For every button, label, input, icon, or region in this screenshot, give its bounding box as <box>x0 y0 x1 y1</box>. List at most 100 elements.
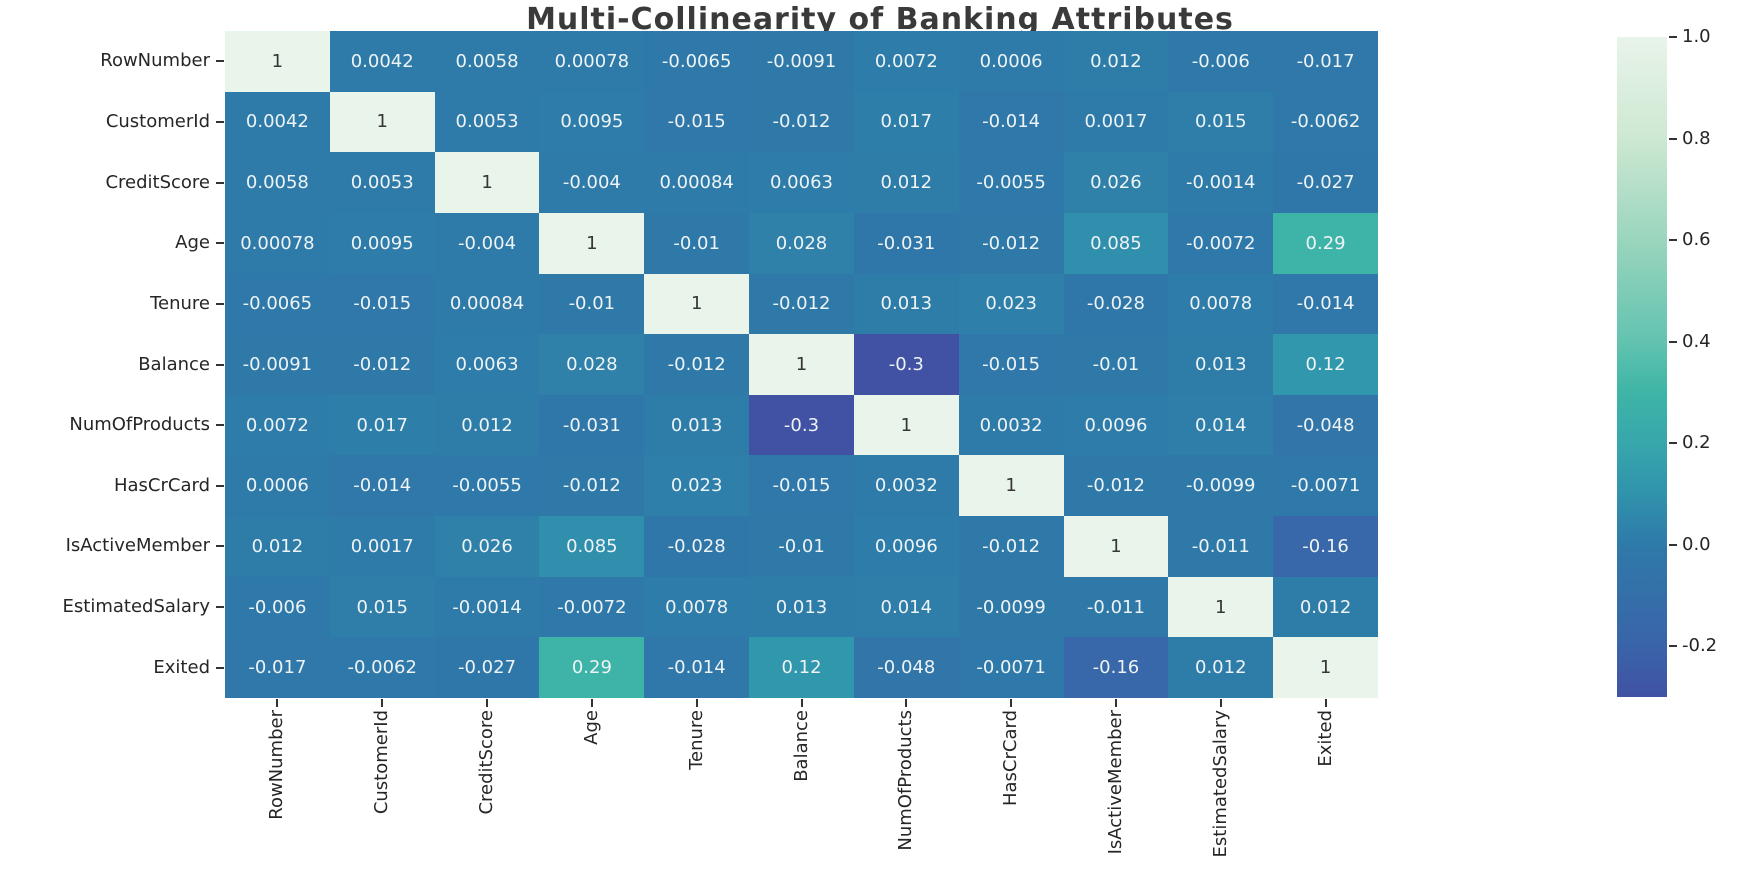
x-axis-tick <box>1010 699 1013 707</box>
heatmap-cell: -0.012 <box>749 273 854 335</box>
heatmap-cell: 0.0006 <box>958 31 1064 92</box>
x-axis-label: Exited <box>1314 710 1336 767</box>
heatmap-cell: 1 <box>853 394 959 456</box>
y-axis-tick <box>216 60 224 63</box>
heatmap-cell: -0.031 <box>539 394 645 456</box>
y-axis-tick <box>216 363 224 366</box>
heatmap-cell: 0.0058 <box>434 31 540 92</box>
heatmap-cell: 0.014 <box>1168 394 1274 456</box>
y-axis-label: EstimatedSalary <box>62 596 210 618</box>
heatmap-cell: -0.012 <box>958 516 1064 577</box>
heatmap-cell: 0.0058 <box>225 152 330 213</box>
heatmap-cell: -0.048 <box>853 637 959 698</box>
heatmap-cell: -0.006 <box>1168 31 1274 92</box>
heatmap-cell: -0.01 <box>749 516 854 577</box>
heatmap-cell: -0.0065 <box>225 273 330 335</box>
heatmap-cell: -0.0065 <box>644 31 750 92</box>
heatmap-cell: 0.00078 <box>539 31 645 92</box>
heatmap-cell: 0.0078 <box>644 576 750 638</box>
y-axis-tick <box>216 666 224 669</box>
x-axis-label: Tenure <box>685 710 707 770</box>
heatmap-cell: -0.0099 <box>1168 455 1274 517</box>
heatmap-cell: 1 <box>434 152 540 213</box>
heatmap-cell: 0.013 <box>749 576 854 638</box>
y-axis-tick <box>216 242 224 245</box>
colorbar-tick-label: 1.0 <box>1682 26 1711 47</box>
x-axis-tick <box>1324 699 1327 707</box>
colorbar-tick <box>1669 340 1677 343</box>
heatmap-cell: -0.015 <box>749 455 854 517</box>
y-axis-tick <box>216 545 224 548</box>
heatmap-cell: 0.29 <box>539 637 645 698</box>
heatmap-cell: -0.01 <box>644 212 750 274</box>
heatmap-cell: -0.0014 <box>434 576 540 638</box>
heatmap-cell: 0.026 <box>434 516 540 577</box>
heatmap-cell: -0.012 <box>749 91 854 153</box>
heatmap-cell: -0.3 <box>853 334 959 395</box>
heatmap-cell: -0.048 <box>1273 394 1378 456</box>
heatmap-cell: -0.012 <box>958 212 1064 274</box>
heatmap-cell: 0.0053 <box>329 152 435 213</box>
heatmap-cell: 0.017 <box>853 91 959 153</box>
x-axis-tick <box>486 699 489 707</box>
heatmap-cell: -0.014 <box>958 91 1064 153</box>
heatmap-cell: -0.16 <box>1063 637 1169 698</box>
heatmap-cell: 0.085 <box>1063 212 1169 274</box>
heatmap-cell: 0.0096 <box>853 516 959 577</box>
heatmap-cell: -0.027 <box>1273 152 1378 213</box>
heatmap-cell: -0.012 <box>1063 455 1169 517</box>
colorbar-tick-label: 0.4 <box>1682 330 1711 352</box>
heatmap-cell: -0.0091 <box>225 334 330 395</box>
heatmap-cell: -0.017 <box>225 637 330 698</box>
x-axis-label: HasCrCard <box>1000 710 1022 807</box>
heatmap-cell: -0.16 <box>1273 516 1378 577</box>
heatmap-cell: 0.0072 <box>853 31 959 92</box>
x-axis-tick <box>590 699 593 707</box>
heatmap-cell: -0.015 <box>644 91 750 153</box>
heatmap-cell: -0.011 <box>1168 516 1274 577</box>
y-axis-label: CustomerId <box>105 110 210 132</box>
heatmap-cell: 0.012 <box>853 152 959 213</box>
heatmap-cell: -0.0014 <box>1168 152 1274 213</box>
heatmap-cell: 0.00084 <box>434 273 540 335</box>
y-axis-label: NumOfProducts <box>69 414 210 436</box>
x-axis-label: EstimatedSalary <box>1209 710 1231 858</box>
heatmap-cell: 0.0017 <box>329 516 435 577</box>
heatmap-cell: 1 <box>749 334 854 395</box>
x-axis-tick <box>1114 699 1117 707</box>
heatmap-cell: -0.0072 <box>539 576 645 638</box>
heatmap-cell: 0.0095 <box>329 212 435 274</box>
heatmap-cell: 0.085 <box>539 516 645 577</box>
heatmap-cell: 0.0042 <box>225 91 330 153</box>
heatmap-cell: 0.0053 <box>434 91 540 153</box>
heatmap-cell: -0.0062 <box>1273 91 1378 153</box>
x-axis-label: CreditScore <box>476 710 498 815</box>
x-axis-label: IsActiveMember <box>1104 710 1126 855</box>
heatmap-cell: -0.0099 <box>958 576 1064 638</box>
y-axis-label: HasCrCard <box>113 474 210 496</box>
x-axis-label: NumOfProducts <box>895 710 917 851</box>
heatmap-cell: 0.017 <box>329 394 435 456</box>
heatmap-cell: -0.011 <box>1063 576 1169 638</box>
heatmap-cell: 0.0063 <box>434 334 540 395</box>
heatmap-cell: 1 <box>644 273 750 335</box>
heatmap-cell: -0.004 <box>539 152 645 213</box>
colorbar-tick-label: 0.8 <box>1682 127 1711 149</box>
heatmap-cell: 1 <box>1273 637 1378 698</box>
heatmap-cell: -0.0062 <box>329 637 435 698</box>
y-axis-tick <box>216 181 224 184</box>
heatmap-cell: 0.0096 <box>1063 394 1169 456</box>
heatmap-cell: 0.0072 <box>225 394 330 456</box>
colorbar-tick <box>1669 543 1677 546</box>
heatmap-cell: 0.013 <box>1168 334 1274 395</box>
heatmap-cell: 0.028 <box>539 334 645 395</box>
heatmap-grid: 1 0.0042 0.0058 0.00078 -0.0065 -0.0091 0.0072… <box>225 31 1378 698</box>
colorbar-tick-label: 0.6 <box>1682 229 1711 251</box>
heatmap-cell: 0.12 <box>749 637 854 698</box>
x-axis-tick <box>800 699 803 707</box>
x-axis-label: Balance <box>790 710 812 782</box>
y-axis-label: Balance <box>138 353 210 375</box>
y-axis-label: CreditScore <box>105 171 210 193</box>
x-axis-tick <box>1219 699 1222 707</box>
x-axis-tick <box>381 699 384 707</box>
